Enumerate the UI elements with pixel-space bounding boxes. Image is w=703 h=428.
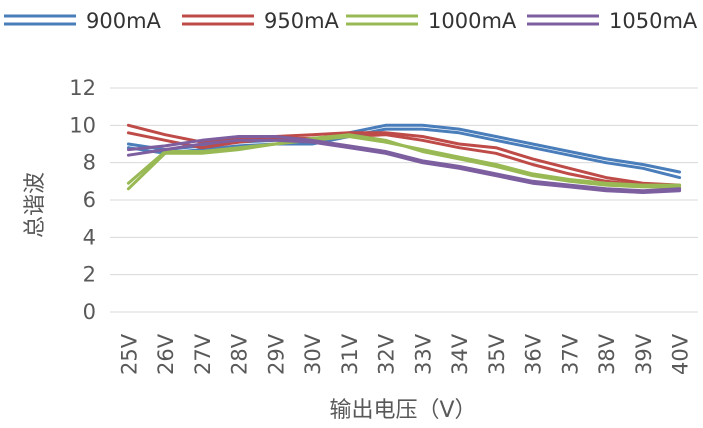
- x-tick-label: 29V: [264, 333, 288, 375]
- x-tick-label: 40V: [669, 333, 693, 375]
- series-line-1050mA: [126, 138, 682, 194]
- y-tick-label: 12: [69, 76, 96, 100]
- series-line-950mA: [126, 123, 682, 187]
- chart-legend: 900mA 950mA 1000mA 1050mA: [4, 9, 698, 33]
- series-line-950mA: [126, 131, 682, 191]
- y-axis: 0 2 4 6 8 10 12: [69, 76, 96, 324]
- series-line-900mA: [126, 127, 682, 180]
- gridlines: [110, 87, 698, 313]
- legend-item-1000mA: 1000mA: [346, 9, 517, 33]
- x-tick-label: 33V: [411, 333, 435, 375]
- legend-item-1050mA: 1050mA: [527, 9, 698, 33]
- legend-label: 1000mA: [428, 9, 517, 33]
- legend-item-950mA: 950mA: [182, 9, 340, 33]
- y-tick-label: 2: [83, 263, 96, 287]
- y-tick-label: 6: [83, 188, 96, 212]
- x-tick-label: 36V: [522, 333, 546, 375]
- x-axis: 25V 26V 27V 28V 29V 30V 31V 32V 33V 34V 35V 36V 37V 3…: [117, 333, 692, 375]
- y-tick-label: 8: [83, 151, 96, 175]
- x-tick-label: 25V: [117, 333, 141, 375]
- y-axis-title: 总谐波: [23, 172, 48, 238]
- x-axis-title: 输出电压（V）: [329, 398, 476, 423]
- y-tick-label: 0: [83, 300, 96, 324]
- series-line-1000mA: [126, 133, 682, 191]
- y-tick-label: 10: [69, 113, 96, 137]
- x-tick-label: 26V: [154, 333, 178, 375]
- legend-item-900mA: 900mA: [4, 9, 162, 33]
- series-lines: [126, 123, 682, 194]
- x-tick-label: 38V: [595, 333, 619, 375]
- legend-label: 1050mA: [609, 9, 698, 33]
- x-tick-label: 34V: [448, 333, 472, 375]
- series-line-1050mA: [126, 135, 682, 193]
- x-tick-label: 30V: [301, 333, 325, 375]
- x-tick-label: 28V: [228, 333, 252, 375]
- x-tick-label: 37V: [558, 333, 582, 375]
- x-tick-label: 35V: [485, 333, 509, 375]
- x-tick-label: 27V: [191, 333, 215, 375]
- legend-label: 900mA: [86, 9, 162, 33]
- y-tick-label: 4: [83, 225, 96, 249]
- x-tick-label: 31V: [338, 333, 362, 375]
- x-tick-label: 39V: [632, 333, 656, 375]
- legend-label: 950mA: [264, 9, 340, 33]
- x-tick-label: 32V: [375, 333, 399, 375]
